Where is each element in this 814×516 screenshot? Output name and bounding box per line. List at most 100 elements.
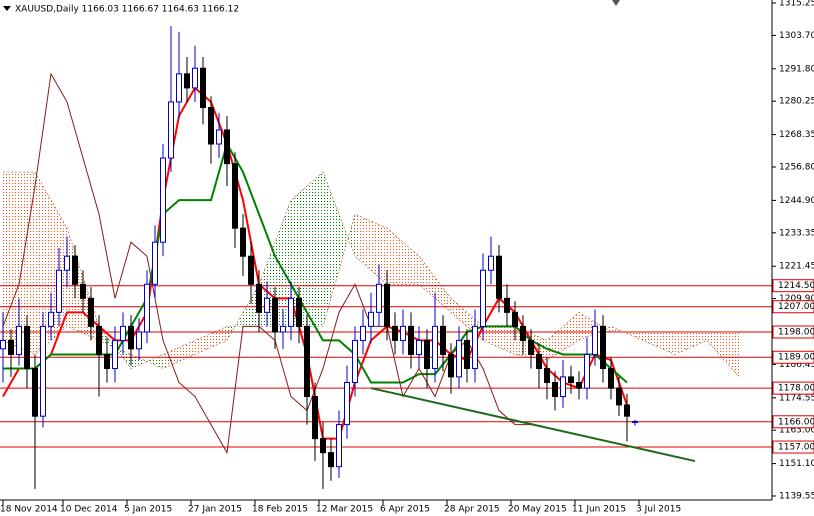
candle-body bbox=[16, 325, 22, 355]
x-tick-label: 3 Jul 2015 bbox=[636, 505, 681, 515]
candle-body bbox=[24, 325, 30, 369]
candle-body bbox=[264, 297, 270, 313]
y-tick-label: 1209.90 bbox=[779, 294, 814, 304]
candle-body bbox=[440, 325, 446, 355]
candle-body bbox=[232, 163, 238, 229]
level-label: 1166.00 bbox=[778, 417, 814, 427]
candle-body bbox=[544, 367, 550, 384]
candle-body bbox=[272, 297, 278, 333]
candle-body bbox=[96, 325, 102, 355]
candle-body bbox=[336, 424, 342, 468]
y-tick-label: 1303.70 bbox=[779, 31, 814, 41]
x-tick-label: 27 Jan 2015 bbox=[188, 505, 242, 515]
y-tick-label: 1233.35 bbox=[779, 228, 814, 238]
y-tick-label: 1186.45 bbox=[779, 360, 814, 370]
y-tick-label: 1174.55 bbox=[779, 393, 814, 403]
chart-title: XAUUSD,Daily 1166.03 1166.67 1164.63 116… bbox=[15, 5, 239, 15]
candle-body bbox=[408, 325, 414, 355]
candle-body bbox=[392, 325, 398, 341]
level-label-box bbox=[772, 381, 814, 395]
level-label-box bbox=[772, 279, 814, 293]
cloud-segment bbox=[419, 256, 451, 313]
y-tick-label: 1268.35 bbox=[779, 130, 814, 140]
candle-body bbox=[384, 283, 390, 327]
x-tick-label: 28 Apr 2015 bbox=[444, 505, 500, 515]
candle-body bbox=[248, 255, 254, 285]
level-label-box bbox=[772, 415, 814, 429]
candle-body bbox=[592, 325, 598, 355]
cloud-segment bbox=[195, 326, 227, 355]
candle-body bbox=[464, 339, 470, 369]
candle-body bbox=[128, 325, 134, 350]
candle-body bbox=[256, 283, 262, 313]
candle-body bbox=[40, 325, 46, 417]
candle-body bbox=[480, 269, 486, 327]
candle-body bbox=[600, 325, 606, 369]
y-tick-label: 1139.55 bbox=[779, 492, 814, 502]
x-tick-label: 11 Jun 2015 bbox=[572, 505, 626, 515]
candle-body bbox=[400, 325, 406, 341]
levels bbox=[0, 285, 772, 448]
level-label: 1178.00 bbox=[778, 384, 814, 394]
candle-body bbox=[176, 73, 182, 103]
candle-body bbox=[448, 353, 454, 378]
candle-body bbox=[296, 297, 302, 327]
candle-body bbox=[224, 129, 230, 165]
candle-body bbox=[520, 325, 526, 341]
level-label: 1157.00 bbox=[778, 443, 814, 453]
cloud-segment bbox=[643, 331, 675, 355]
y-tick-label: 1163.00 bbox=[779, 426, 814, 436]
menu-icon[interactable] bbox=[3, 6, 11, 11]
candle-body bbox=[584, 353, 590, 389]
candle-body bbox=[136, 331, 142, 350]
candle-body bbox=[280, 325, 286, 333]
cloud-segment bbox=[675, 331, 707, 355]
candle-body bbox=[424, 339, 430, 369]
candle-body bbox=[64, 255, 70, 271]
candle-body bbox=[496, 255, 502, 299]
candle-body bbox=[80, 283, 86, 299]
cloud-segment bbox=[323, 172, 355, 327]
candle-body bbox=[48, 311, 54, 327]
level-label: 1189.00 bbox=[778, 353, 814, 363]
level-label-box bbox=[772, 440, 814, 454]
candle-body bbox=[328, 452, 334, 468]
candle-body bbox=[32, 367, 38, 417]
candle-body bbox=[352, 339, 358, 384]
candle-body bbox=[504, 297, 510, 313]
candle-body bbox=[312, 396, 318, 440]
candle-body bbox=[624, 404, 630, 417]
shift-marker bbox=[612, 0, 620, 6]
candle-body bbox=[576, 382, 582, 389]
candle-body bbox=[160, 157, 166, 243]
candle-body bbox=[432, 325, 438, 369]
candle-body bbox=[56, 269, 62, 313]
level-label-box bbox=[772, 300, 814, 314]
candle-body bbox=[200, 67, 206, 109]
candle-body bbox=[536, 353, 542, 369]
candle-body bbox=[528, 339, 534, 355]
candle-body bbox=[512, 311, 518, 327]
candles bbox=[0, 26, 638, 490]
candle-body bbox=[560, 376, 566, 398]
candle-body bbox=[288, 297, 294, 327]
candle-body bbox=[192, 67, 198, 89]
x-tick-label: 20 May 2015 bbox=[508, 505, 567, 515]
level-label-box bbox=[772, 350, 814, 364]
x-tick-label: 5 Jan 2015 bbox=[124, 505, 172, 515]
candle-body bbox=[240, 227, 246, 257]
candle-body bbox=[208, 107, 214, 145]
cloud-edge bbox=[2, 171, 740, 378]
x-tick-label: 18 Nov 2014 bbox=[0, 505, 58, 515]
trend-line bbox=[370, 387, 696, 463]
candle-body bbox=[168, 101, 174, 159]
candle-body bbox=[88, 297, 94, 327]
cloud-segment bbox=[483, 326, 515, 355]
candle-body bbox=[608, 367, 614, 389]
y-tick-label: 1244.90 bbox=[779, 196, 814, 206]
x-tick-label: 10 Dec 2014 bbox=[60, 505, 118, 515]
candle-body bbox=[104, 353, 110, 369]
candle-body bbox=[568, 376, 574, 384]
